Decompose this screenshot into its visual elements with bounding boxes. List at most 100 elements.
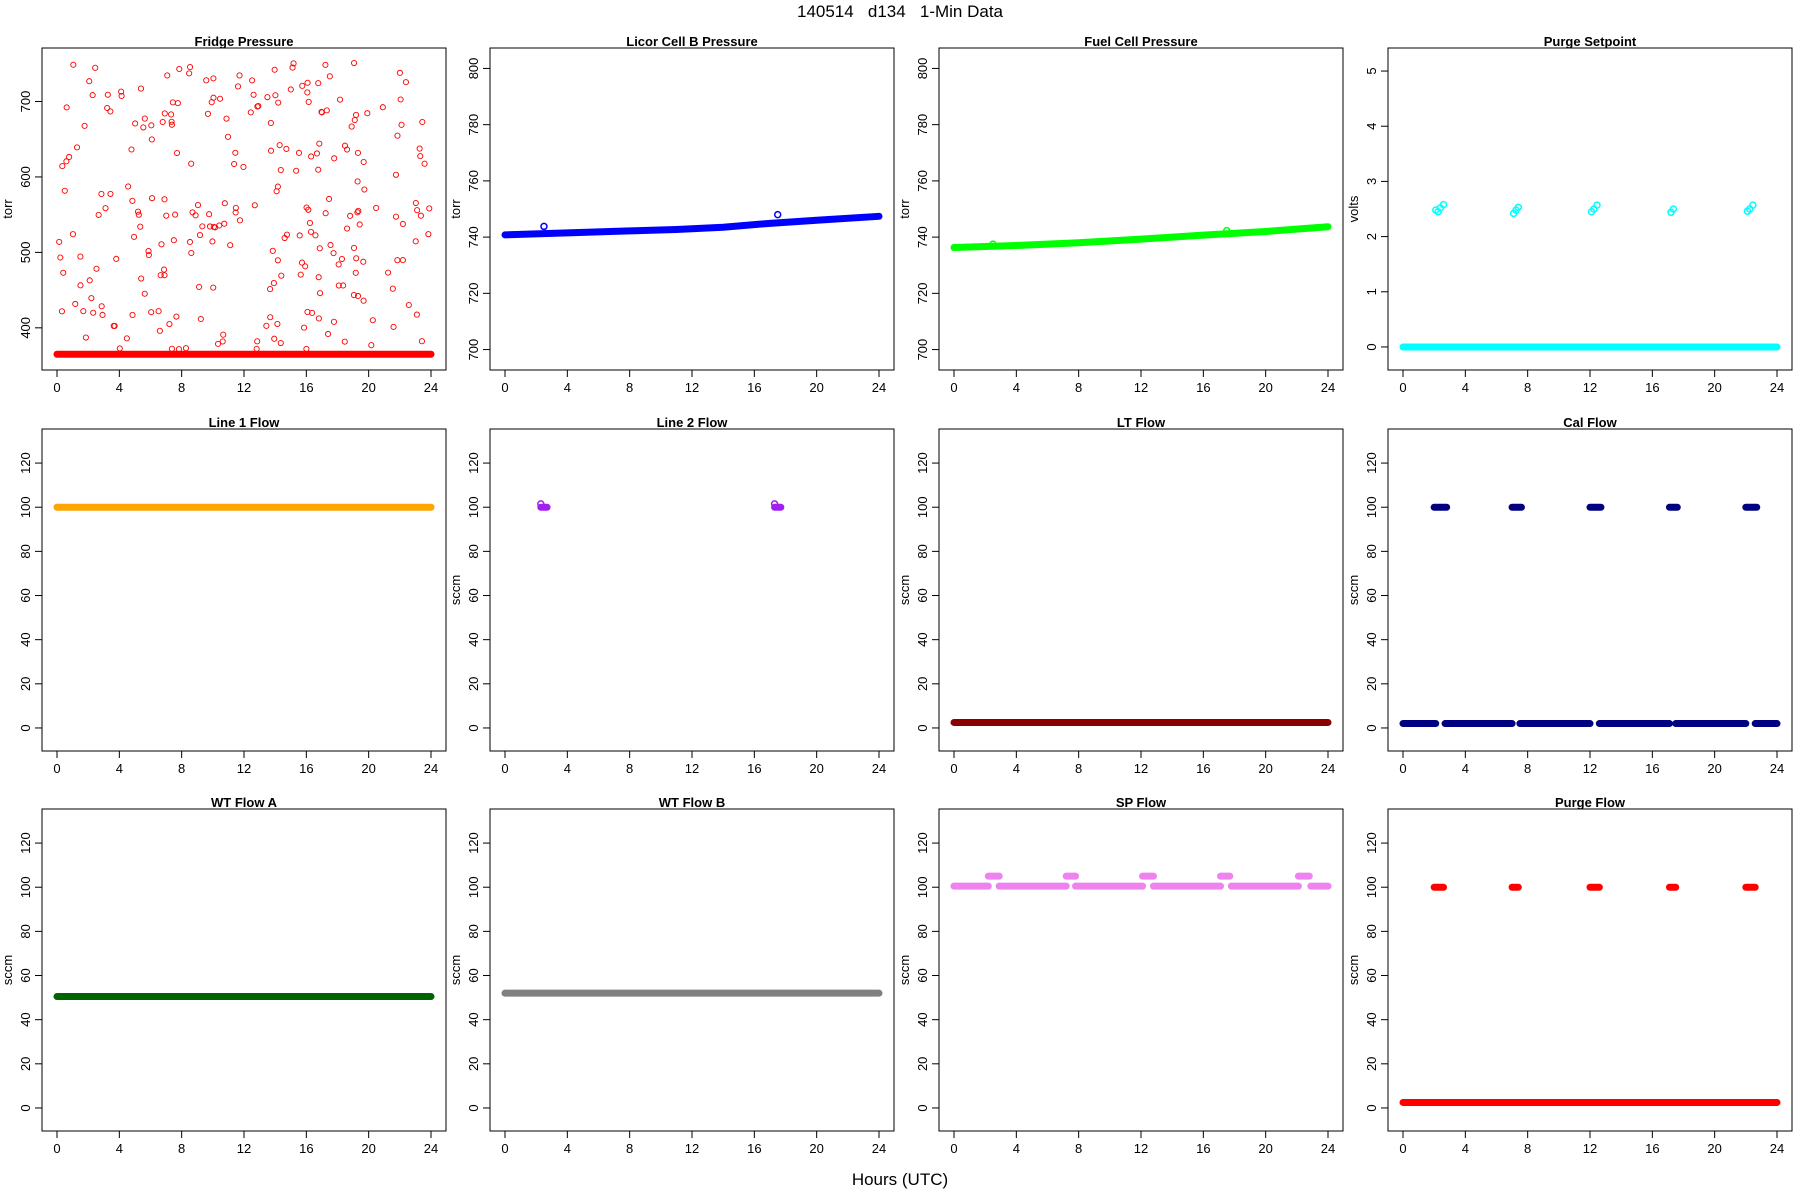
data-point [192,212,199,219]
y-tick-label: 100 [466,496,481,518]
y-tick-label: 60 [466,588,481,602]
data-point [232,209,239,216]
x-tick-label: 0 [950,1141,957,1156]
data-point [206,223,214,230]
data-point [417,212,424,219]
data-point [189,209,196,216]
data-layer [950,872,1332,890]
data-point [188,160,195,167]
data-point [307,228,315,235]
data-point [303,345,310,352]
data-point [397,96,404,103]
y-axis-label: torr [0,199,15,219]
x-tick-label: 24 [872,761,886,776]
y-tick-label: 60 [915,588,930,602]
x-tick-label: 12 [1134,761,1148,776]
data-point [255,103,262,110]
data-point [168,118,175,125]
y-tick-label: 0 [466,724,481,731]
x-tick-label: 8 [1524,1141,1531,1156]
data-point [70,61,77,68]
y-tick-label: 80 [466,924,481,938]
x-tick-label: 8 [1075,1141,1082,1156]
y-tick-label: 780 [466,114,481,136]
data-point [95,211,102,218]
chart-panel: Fuel Cell Pressure 0 4 8 12 16 20 24 700 720 740 76… [897,34,1344,395]
data-point [232,204,239,211]
y-tick-label: 0 [915,724,930,731]
data-point [166,321,173,328]
data-point [118,88,125,95]
data-point [399,220,406,228]
data-point [306,219,314,226]
y-tick-label: 40 [18,632,33,646]
x-tick-label: 16 [1196,761,1210,776]
data-point [250,91,257,98]
data-point [253,345,260,352]
data-point [182,345,190,352]
chart-panel: SP Flow 0 4 8 12 16 20 24 0 20 40 60 80 100 120 sccm [897,795,1344,1156]
data-point [172,211,179,218]
data-point [77,282,84,289]
data-point [360,258,367,265]
data-point [217,95,224,102]
data-point [249,77,256,84]
y-tick-label: 700 [18,91,33,113]
x-tick-label: 4 [564,380,571,395]
y-tick-label: 80 [18,924,33,938]
data-point [263,322,270,329]
x-tick-label: 0 [1399,761,1406,776]
x-tick-label: 4 [116,1141,123,1156]
x-tick-label: 8 [1075,380,1082,395]
chart-title: Line 2 Flow [657,415,729,430]
data-point [360,158,367,166]
x-tick-label: 20 [1707,1141,1721,1156]
y-tick-label: 100 [18,876,33,898]
data-point [989,240,997,248]
y-tick-label: 0 [1364,343,1379,350]
data-point [317,290,324,297]
x-tick-label: 16 [1196,380,1210,395]
data-point [145,248,152,255]
data-point [305,98,312,105]
chart-title: Licor Cell B Pressure [626,34,758,49]
data-point [351,117,358,124]
x-tick-label: 16 [747,1141,761,1156]
x-tick-label: 8 [1524,761,1531,776]
data-point [316,245,323,252]
y-tick-label: 780 [915,114,930,136]
data-point [315,274,322,281]
chart-panel: LT Flow 0 4 8 12 16 20 24 0 20 40 60 80 100 120 sccm [897,415,1344,776]
x-tick-label: 20 [1258,380,1272,395]
data-point [210,284,217,291]
data-point [137,223,144,230]
x-tick-label: 20 [1707,761,1721,776]
data-point [123,335,130,342]
data-point [161,272,168,279]
data-point [159,118,166,126]
chart-title: LT Flow [1117,415,1166,430]
x-tick-label: 20 [809,761,823,776]
data-point [315,315,322,322]
data-point [413,311,420,318]
data-point [325,330,332,338]
data-point [187,63,194,71]
x-tick-label: 12 [1583,380,1597,395]
y-tick-label: 100 [915,876,930,898]
data-point [247,109,254,116]
data-point [350,292,357,299]
x-tick-label: 12 [1583,1141,1597,1156]
chart-title: SP Flow [1116,795,1167,810]
data-point [271,335,278,342]
data-point [304,89,311,96]
x-tick-label: 16 [1645,380,1659,395]
y-tick-label: 40 [18,1012,33,1026]
data-point [394,257,401,264]
data-trace [501,212,883,239]
data-point [303,204,310,211]
data-point [212,224,219,231]
y-tick-label: 0 [466,1104,481,1111]
x-tick-label: 24 [1770,761,1784,776]
data-point [161,196,168,203]
data-point [148,122,155,129]
